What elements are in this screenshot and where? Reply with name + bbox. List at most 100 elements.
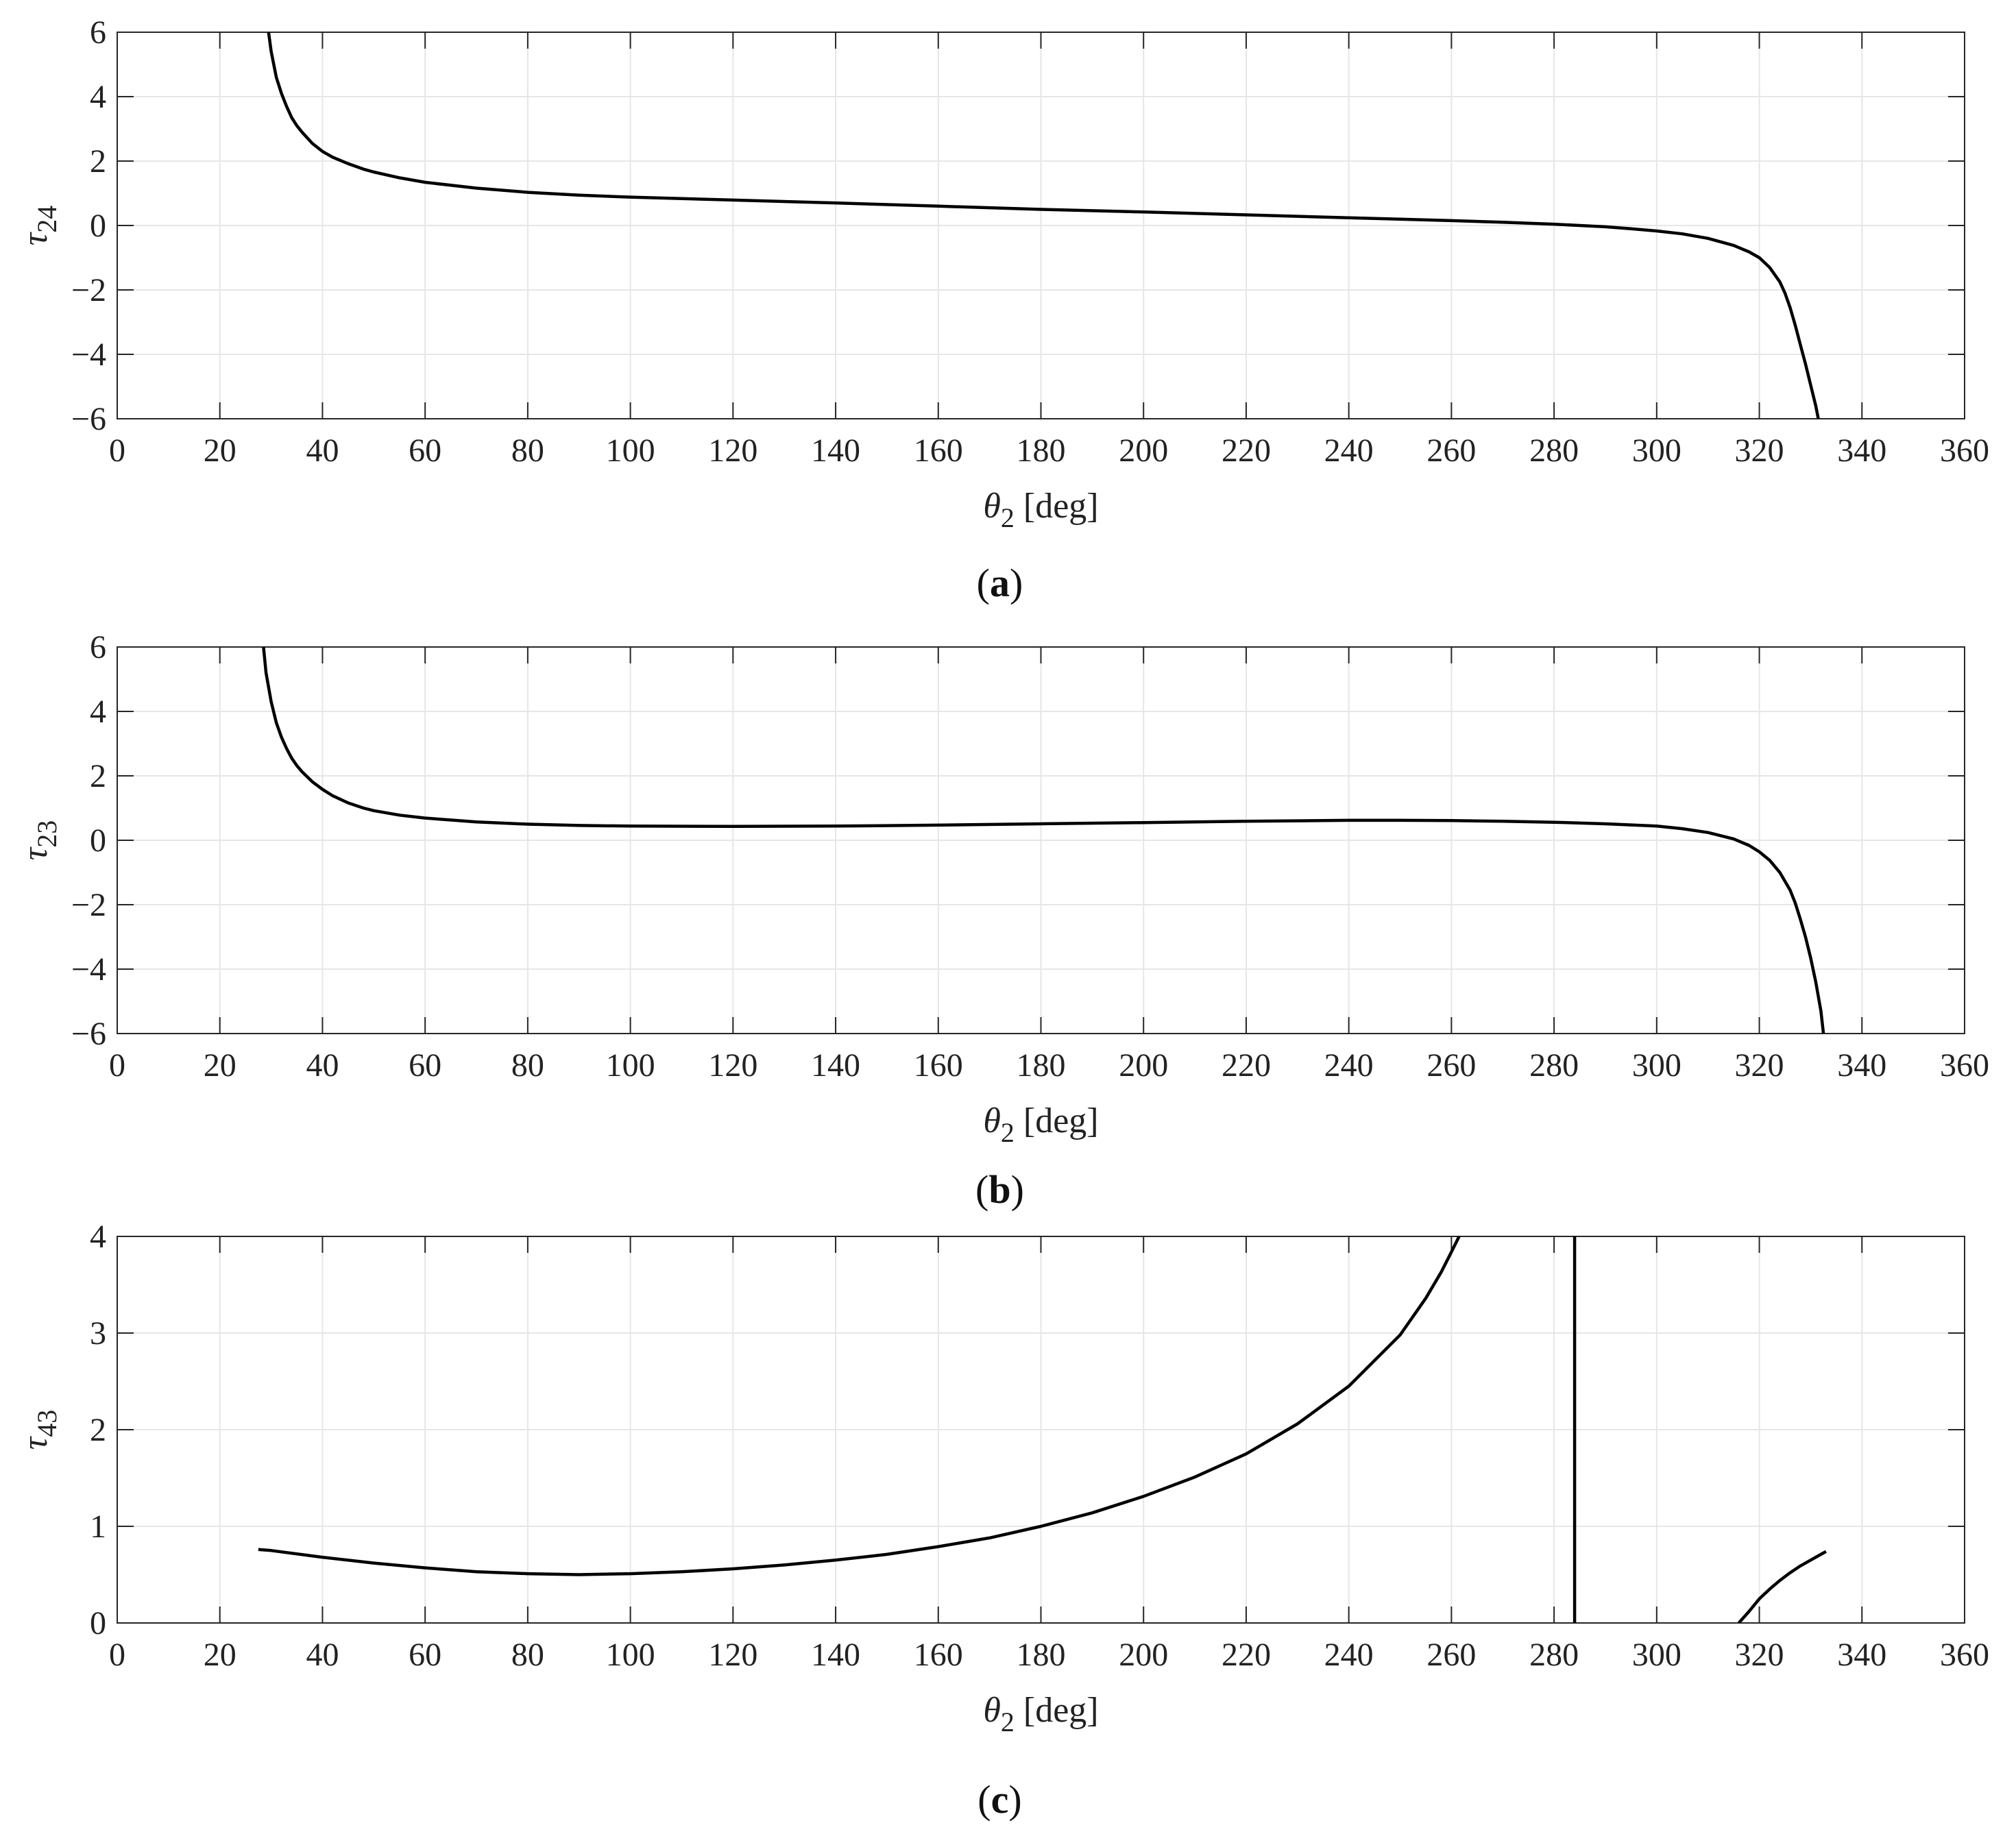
x-tick-label: 60	[409, 1637, 441, 1673]
x-tick-label: 120	[708, 432, 757, 469]
x-tick-label: 260	[1426, 1047, 1476, 1084]
series-line-1	[258, 1236, 1461, 1576]
x-tick-label: 180	[1017, 432, 1066, 469]
y-tick-label: −2	[71, 272, 106, 308]
x-tick-label: 40	[306, 432, 339, 469]
y-tick-label: −6	[71, 1016, 106, 1052]
panel-letter: c	[991, 1777, 1009, 1822]
x-tick-label: 160	[914, 1637, 963, 1673]
y-axis-label-main: τ	[16, 846, 55, 860]
axes-box	[117, 646, 1965, 1034]
x-axis-label-sub: 2	[1001, 1707, 1015, 1737]
x-tick-label: 260	[1426, 1637, 1476, 1673]
panel-label: (c)	[977, 1777, 1021, 1822]
x-tick-label: 240	[1324, 1637, 1374, 1673]
x-tick-label: 100	[606, 432, 655, 469]
x-tick-label: 140	[811, 1047, 860, 1084]
x-tick-label: 20	[204, 1047, 236, 1084]
x-tick-label: 220	[1222, 1047, 1271, 1084]
x-tick-label: 200	[1119, 432, 1168, 469]
x-tick-label: 340	[1837, 1047, 1886, 1084]
x-tick-label: 320	[1735, 1637, 1784, 1673]
x-axis-label: θ2 [deg]	[983, 487, 1098, 533]
x-axis-label-sub: 2	[1001, 1117, 1015, 1148]
x-tick-label: 100	[606, 1047, 655, 1084]
x-axis-label-unit: [deg]	[1015, 487, 1099, 526]
axes-box	[117, 1236, 1965, 1624]
x-axis-label-main: θ	[983, 487, 1001, 526]
y-axis-label-sub: 24	[32, 206, 62, 233]
panel-label: (b)	[975, 1167, 1024, 1212]
y-tick-label: 3	[90, 1315, 106, 1352]
y-tick-label: −4	[71, 337, 106, 373]
x-tick-label: 320	[1735, 432, 1784, 469]
x-tick-label: 20	[204, 1637, 236, 1673]
y-tick-label: 6	[90, 14, 106, 51]
y-tick-label: −4	[71, 951, 106, 988]
series-line-1	[267, 32, 1820, 419]
x-tick-label: 220	[1222, 432, 1271, 469]
x-tick-label: 80	[511, 1637, 544, 1673]
y-tick-label: 0	[90, 1605, 106, 1641]
x-tick-label: 320	[1735, 1047, 1784, 1084]
chart-panel-b: 0 20 40 60 80 100 120 140 160 180 200 220 240 260 280 3…	[16, 629, 1989, 1212]
x-tick-label: 0	[109, 1637, 125, 1673]
y-tick-label: 2	[90, 758, 106, 794]
y-tick-label: 4	[90, 79, 106, 115]
y-tick-label: 6	[90, 629, 106, 665]
x-tick-label: 80	[511, 1047, 544, 1084]
y-tick-label: 0	[90, 822, 106, 859]
x-tick-label: 120	[708, 1047, 757, 1084]
x-tick-label: 340	[1837, 1637, 1886, 1673]
y-axis-label-main: τ	[16, 1435, 55, 1450]
x-tick-label: 200	[1119, 1047, 1168, 1084]
y-tick-label: −6	[71, 401, 106, 437]
y-axis-label: τ23	[16, 820, 62, 861]
x-tick-label: 220	[1222, 1637, 1271, 1673]
x-axis-label: θ2 [deg]	[983, 1101, 1098, 1148]
x-axis-label-main: θ	[983, 1691, 1001, 1730]
x-tick-label: 360	[1940, 1637, 1989, 1673]
y-tick-label: 4	[90, 1219, 106, 1255]
x-axis-label-main: θ	[983, 1101, 1001, 1140]
panel-letter: a	[990, 561, 1010, 605]
series-line-3	[1737, 1550, 1827, 1623]
panel-label: (a)	[977, 561, 1023, 605]
x-tick-label: 40	[306, 1637, 339, 1673]
series-line-1	[262, 647, 1825, 1034]
y-axis-label-main: τ	[16, 231, 55, 245]
x-tick-label: 0	[109, 1047, 125, 1084]
x-tick-label: 80	[511, 432, 544, 469]
x-axis-label-sub: 2	[1001, 502, 1015, 533]
x-tick-label: 40	[306, 1047, 339, 1084]
x-tick-label: 200	[1119, 1637, 1168, 1673]
x-tick-label: 160	[914, 432, 963, 469]
x-tick-label: 180	[1017, 1047, 1066, 1084]
x-tick-label: 340	[1837, 432, 1886, 469]
x-tick-label: 300	[1632, 1637, 1681, 1673]
y-tick-label: 1	[90, 1509, 106, 1545]
x-tick-label: 0	[109, 432, 125, 469]
x-tick-label: 20	[204, 432, 236, 469]
x-axis-label-unit: [deg]	[1015, 1691, 1099, 1730]
y-axis-label-sub: 43	[32, 1410, 62, 1437]
x-tick-label: 60	[409, 1047, 441, 1084]
y-axis-label: τ24	[16, 206, 62, 246]
x-tick-label: 100	[606, 1637, 655, 1673]
x-tick-label: 60	[409, 432, 441, 469]
x-tick-label: 360	[1940, 432, 1989, 469]
x-tick-label: 360	[1940, 1047, 1989, 1084]
x-axis-label: θ2 [deg]	[983, 1691, 1098, 1737]
y-tick-label: 0	[90, 208, 106, 244]
chart-panel-a: 0 20 40 60 80 100 120 140 160 180 200 220 240 260 280 3…	[16, 14, 1989, 605]
axes-box	[117, 32, 1965, 419]
x-tick-label: 140	[811, 1637, 860, 1673]
y-axis-label-sub: 23	[32, 820, 62, 848]
y-axis-label: τ43	[16, 1410, 62, 1450]
x-tick-label: 280	[1529, 1047, 1579, 1084]
panel-letter: b	[988, 1167, 1010, 1212]
x-tick-label: 280	[1529, 1637, 1579, 1673]
x-tick-label: 240	[1324, 1047, 1374, 1084]
x-tick-label: 260	[1426, 432, 1476, 469]
